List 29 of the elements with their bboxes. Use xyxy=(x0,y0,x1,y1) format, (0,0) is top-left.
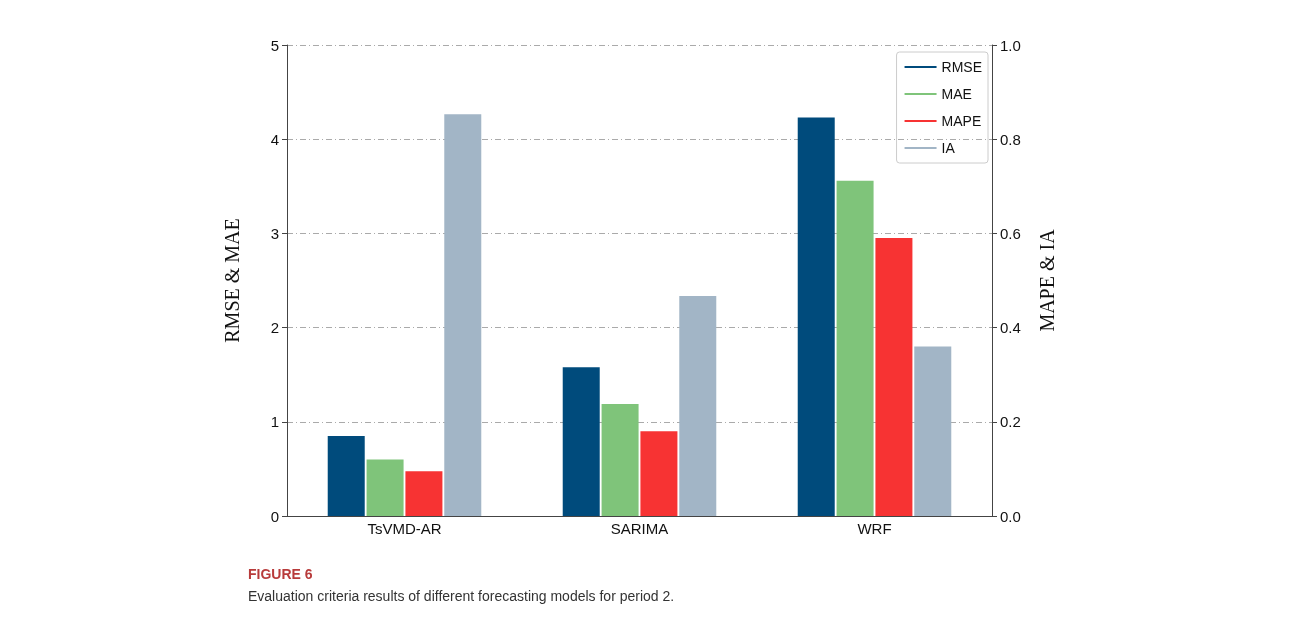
bar xyxy=(679,296,717,516)
x-tick-label: WRF xyxy=(857,520,892,537)
y2-tick-label: 0.6 xyxy=(1000,224,1021,242)
y2-tick-label: 0.4 xyxy=(1000,319,1021,337)
legend-label: RMSE xyxy=(941,59,982,75)
x-tick-label: TsVMD-AR xyxy=(367,520,442,537)
y2-tick-label: 0.2 xyxy=(1000,413,1021,431)
y-tick-label: 0 xyxy=(270,507,279,525)
x-tick-label: SARIMA xyxy=(610,520,669,537)
y-tick-label: 3 xyxy=(270,224,279,242)
bar xyxy=(797,117,835,516)
text: Evaluation criteria results of different forecasting models for period 2. xyxy=(248,588,676,604)
bar xyxy=(562,367,600,516)
legend-label: IA xyxy=(941,140,956,156)
bar xyxy=(327,435,365,516)
y2-tick-label: 0.0 xyxy=(1000,507,1021,525)
y2-tick-label: 1.0 xyxy=(1000,36,1021,54)
y-axis-title: RMSE & MAE xyxy=(221,218,243,343)
y-tick-label: 4 xyxy=(270,130,279,148)
y-tick-label: 1 xyxy=(270,413,279,431)
y2-tick-label: 0.8 xyxy=(1000,130,1021,148)
bar xyxy=(444,114,482,516)
y-tick-label: 5 xyxy=(270,36,279,54)
y-tick-label: 2 xyxy=(270,319,279,337)
legend-label: MAPE xyxy=(941,113,982,129)
y2-axis-title: MAPE & IA xyxy=(1036,228,1058,332)
caption: FIGURE 6 xyxy=(248,566,314,582)
bar xyxy=(914,346,952,516)
legend-label: MAE xyxy=(941,86,972,102)
